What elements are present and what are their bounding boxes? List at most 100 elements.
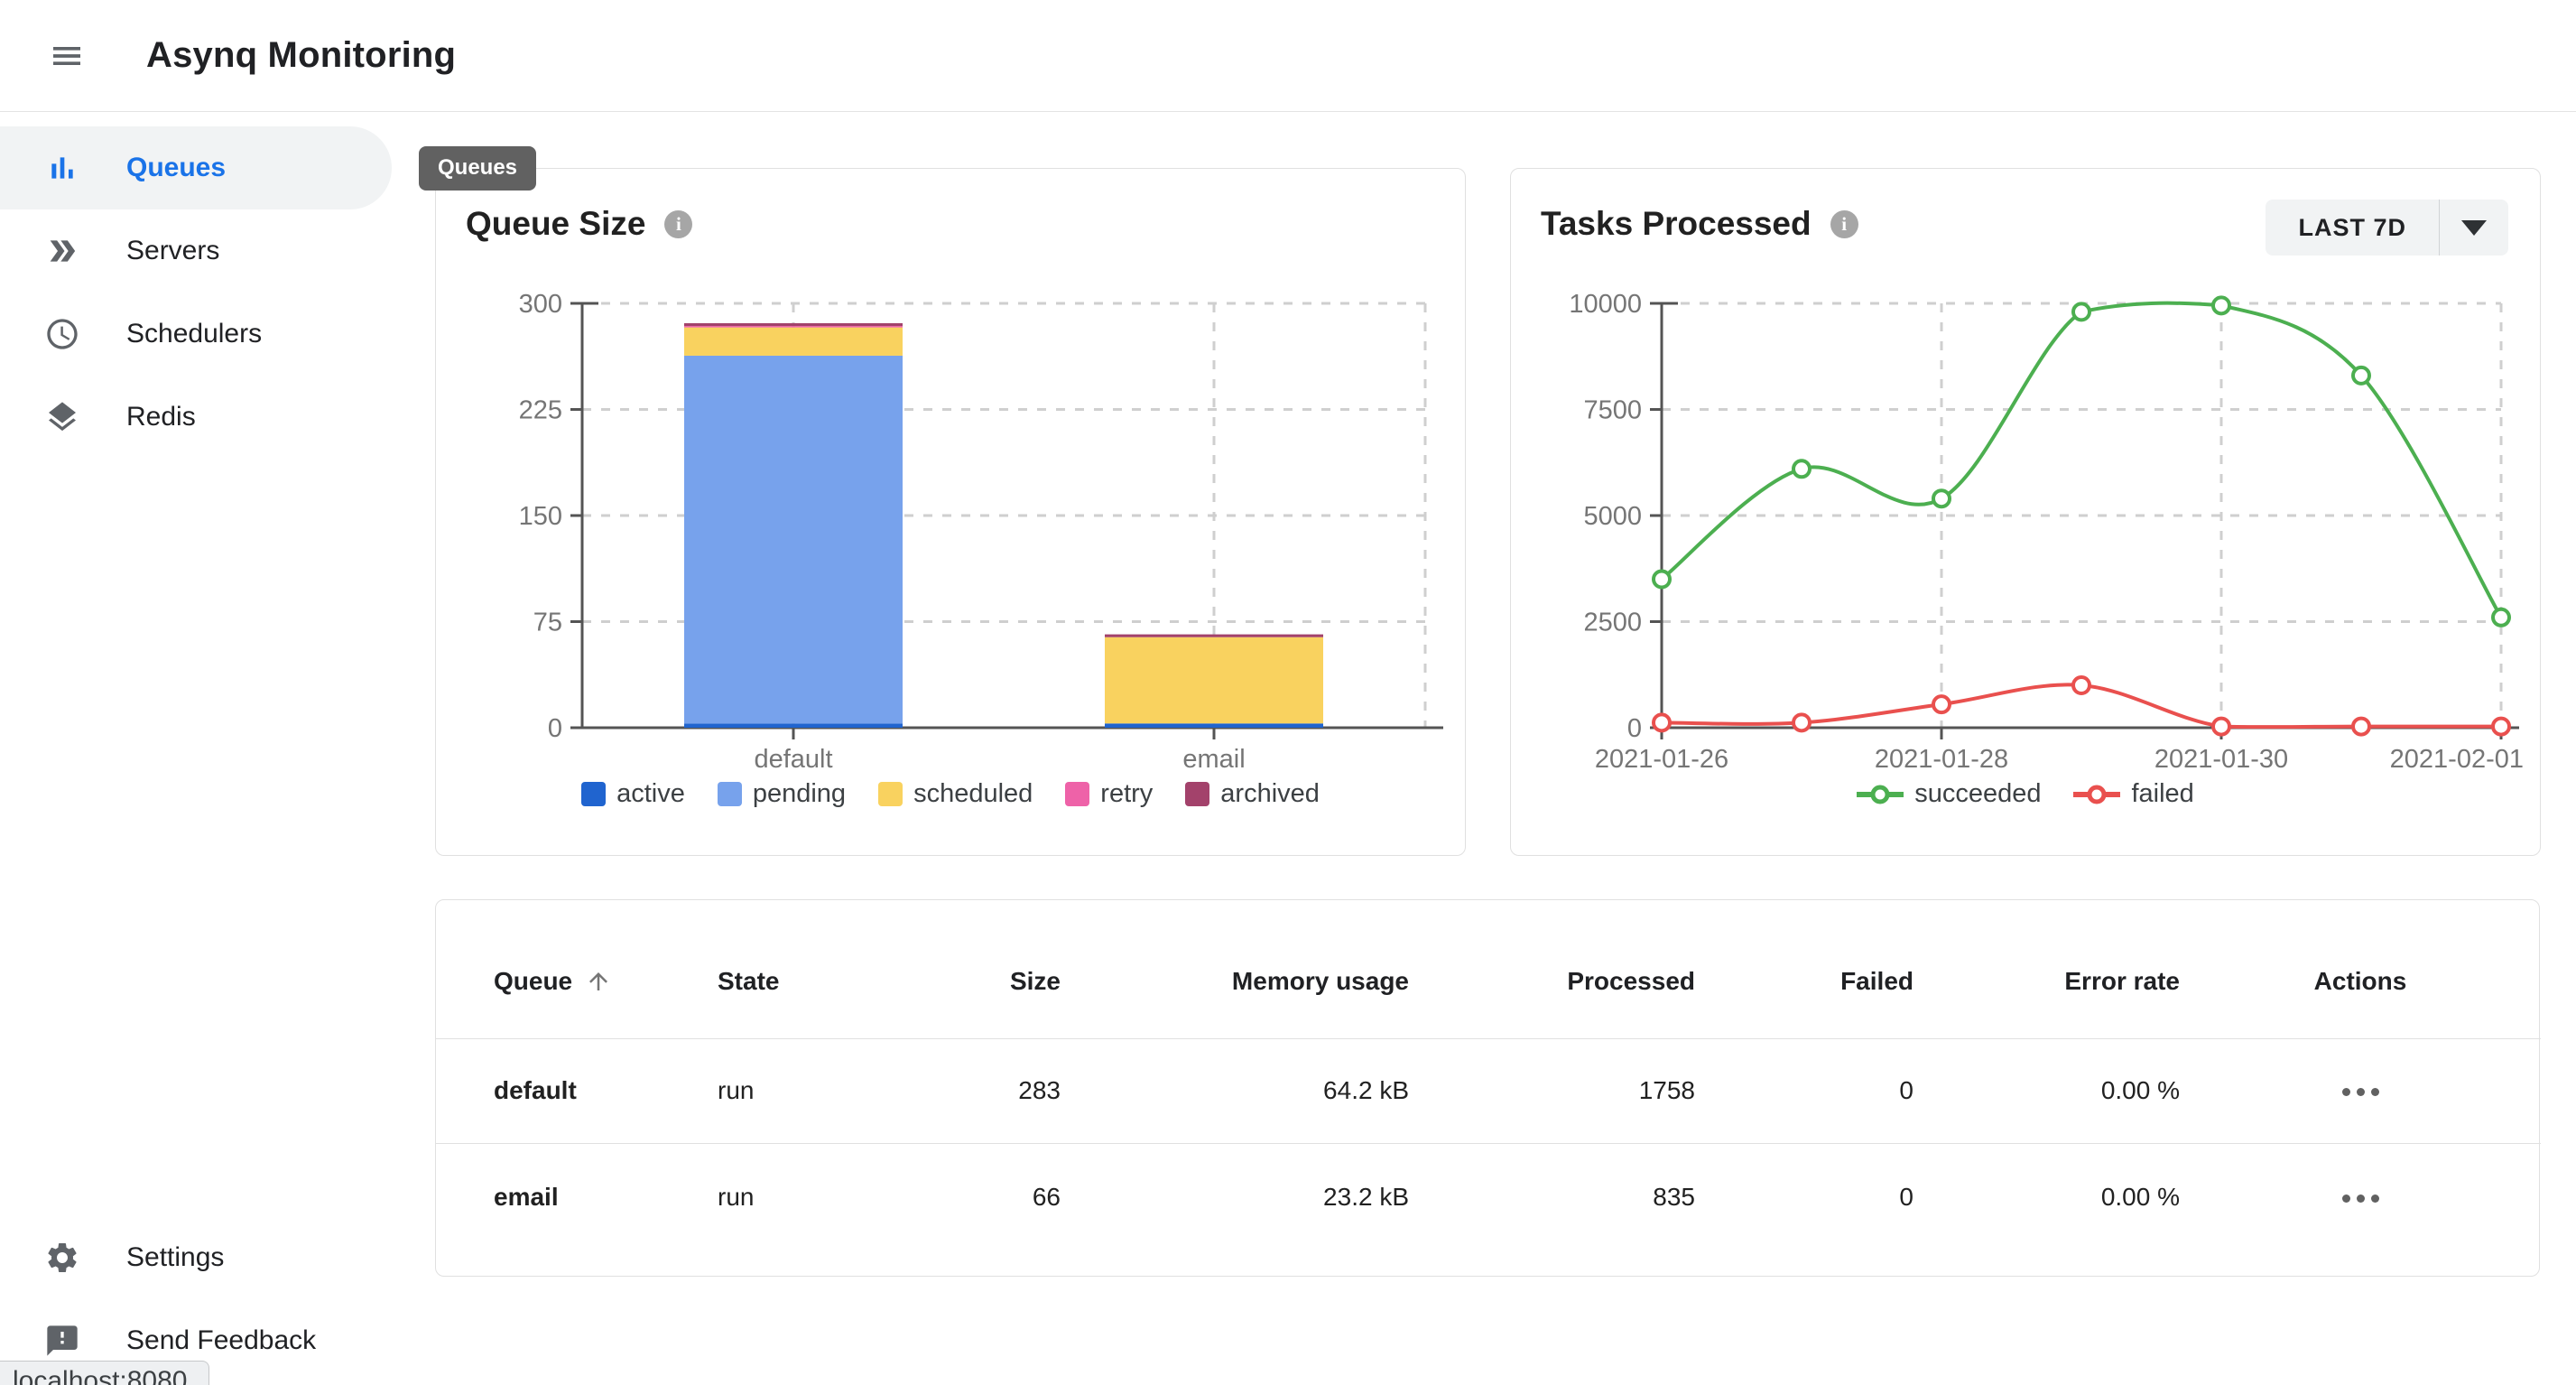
- svg-text:2021-01-30: 2021-01-30: [2154, 745, 2288, 774]
- svg-text:2021-01-26: 2021-01-26: [1595, 745, 1728, 774]
- legend-swatch: [717, 782, 742, 806]
- info-icon[interactable]: i: [664, 209, 693, 238]
- legend-label: retry: [1100, 779, 1154, 808]
- legend-label: active: [616, 779, 685, 808]
- hamburger-menu-icon[interactable]: [40, 29, 94, 83]
- column-header-size[interactable]: Size: [885, 900, 1061, 1039]
- column-header-state[interactable]: State: [660, 900, 885, 1039]
- svg-text:0: 0: [548, 714, 562, 743]
- queue-row-default: default run 283 64.2 kB 1758 0 0.00 %: [436, 1038, 2541, 1143]
- status-url: localhost:8080: [13, 1366, 188, 1385]
- svg-text:2021-01-28: 2021-01-28: [1875, 745, 2008, 774]
- queue-size-title-row: Queue Size i: [466, 205, 693, 243]
- failed-cell: 0: [1899, 1183, 1913, 1212]
- sidebar-item-label: Redis: [126, 402, 196, 432]
- sidebar-item-label: Send Feedback: [126, 1325, 317, 1355]
- column-header-processed[interactable]: Processed: [1409, 900, 1695, 1039]
- sidebar-item-servers[interactable]: Servers: [0, 209, 392, 293]
- tasks-legend: succeeded failed: [1511, 779, 2540, 809]
- processed-cell: 1758: [1638, 1076, 1695, 1104]
- legend-swatch: [1065, 782, 1090, 806]
- column-header-memory-usage[interactable]: Memory usage: [1061, 900, 1409, 1039]
- actions-cell: [2180, 1038, 2541, 1143]
- caret-down-icon[interactable]: [2440, 200, 2508, 256]
- sidebar-item-send-feedback[interactable]: Send Feedback: [0, 1299, 392, 1382]
- sidebar-item-redis[interactable]: Redis: [0, 376, 392, 459]
- range-selector-button[interactable]: LAST 7D: [2266, 200, 2508, 256]
- queue-size-legend: active pending scheduled retry archived: [436, 779, 1465, 809]
- legend-label: failed: [2131, 779, 2194, 808]
- actions-cell: [2180, 1143, 2541, 1251]
- state-cell: run: [718, 1076, 755, 1104]
- legend-swatch: [581, 782, 607, 806]
- layers-icon: [49, 402, 76, 432]
- svg-text:300: 300: [519, 290, 562, 319]
- info-icon[interactable]: i: [1830, 209, 1858, 238]
- legend-item-succeeded[interactable]: succeeded: [1857, 779, 2041, 809]
- sidebar-footer: Settings Send Feedback: [0, 1216, 392, 1382]
- legend-item-scheduled[interactable]: scheduled: [878, 779, 1033, 809]
- table-body: default run 283 64.2 kB 1758 0 0.00 % email run 6…: [436, 1038, 2541, 1251]
- legend-swatch: [1185, 782, 1210, 806]
- legend-label: pending: [752, 779, 847, 808]
- svg-text:225: 225: [519, 396, 562, 425]
- svg-text:75: 75: [533, 609, 562, 637]
- size-cell: 283: [1018, 1076, 1061, 1104]
- sidebar-item-label: Settings: [126, 1242, 225, 1272]
- legend-label: scheduled: [913, 779, 1033, 808]
- legend-item-active[interactable]: active: [581, 779, 685, 809]
- divider: [2439, 200, 2440, 256]
- tasks-processed-title: Tasks Processed: [1541, 205, 1812, 242]
- more-actions-icon[interactable]: [2330, 1075, 2392, 1109]
- legend-label: archived: [1220, 779, 1320, 808]
- sidebar-nav: Queues Servers Schedulers Redis: [0, 112, 392, 459]
- svg-text:0: 0: [1627, 714, 1642, 743]
- state-cell: run: [718, 1183, 755, 1212]
- queue-size-card: Queue Size i 0 75 150 225 300 default email ac…: [435, 168, 1466, 856]
- column-header-failed[interactable]: Failed: [1695, 900, 1913, 1039]
- queues-tooltip: Queues: [419, 146, 537, 191]
- memory-usage-cell: 23.2 kB: [1323, 1183, 1409, 1212]
- arrow-up-icon: [589, 972, 608, 991]
- sidebar-item-settings[interactable]: Settings: [0, 1216, 392, 1299]
- browser-status-bubble: localhost:8080: [0, 1361, 210, 1385]
- legend-item-archived[interactable]: archived: [1185, 779, 1320, 809]
- column-header-actions[interactable]: Actions: [2180, 900, 2541, 1039]
- bar-chart-icon: [51, 157, 73, 179]
- line-marker-icon: [1857, 785, 1904, 804]
- error-rate-cell: 0.00 %: [2100, 1076, 2180, 1104]
- table-header-row: Queue State Size Memory usage Processed Faile…: [436, 900, 2541, 1039]
- queue-row-email: email run 66 23.2 kB 835 0 0.00 %: [436, 1143, 2541, 1251]
- legend-item-failed[interactable]: failed: [2073, 779, 2194, 809]
- queue-size-chart: 0 75 150 225 300 default email: [519, 290, 1443, 774]
- sidebar: Queues Servers Schedulers Redis Settings Sen…: [0, 112, 392, 1385]
- sidebar-item-queues[interactable]: Queues: [0, 126, 392, 209]
- sidebar-item-schedulers[interactable]: Schedulers: [0, 293, 392, 376]
- more-actions-icon[interactable]: [2330, 1182, 2392, 1215]
- svg-text:default: default: [754, 745, 832, 774]
- gear-icon: [48, 1243, 77, 1272]
- queues-table-card: Queue State Size Memory usage Processed Faile…: [435, 899, 2541, 1277]
- line-marker-icon: [2073, 785, 2121, 804]
- range-selector-label: LAST 7D: [2298, 213, 2406, 241]
- svg-text:5000: 5000: [1583, 502, 1642, 531]
- queue-name-cell: default: [494, 1076, 577, 1104]
- svg-text:2500: 2500: [1583, 609, 1642, 637]
- clock-icon: [47, 319, 78, 349]
- tasks-title-row: Tasks Processed i: [1541, 205, 1858, 243]
- queues-table: Queue State Size Memory usage Processed Faile…: [436, 900, 2541, 1251]
- legend-item-pending[interactable]: pending: [717, 779, 847, 809]
- legend-item-retry[interactable]: retry: [1065, 779, 1153, 809]
- tasks-processed-card: Tasks Processed i LAST 7D 0 2500 5000 7500 1…: [1510, 168, 2541, 856]
- queue-name-cell: email: [494, 1183, 559, 1212]
- legend-label: succeeded: [1914, 779, 2042, 808]
- svg-text:150: 150: [519, 502, 562, 531]
- column-header-queue[interactable]: Queue: [436, 900, 660, 1039]
- svg-text:10000: 10000: [1569, 290, 1642, 319]
- sidebar-item-label: Queues: [126, 153, 227, 182]
- column-header-error-rate[interactable]: Error rate: [1913, 900, 2180, 1039]
- app-title: Asynq Monitoring: [146, 35, 457, 75]
- size-cell: 66: [1032, 1183, 1061, 1212]
- processed-cell: 835: [1653, 1183, 1695, 1212]
- tasks-processed-chart: 0 2500 5000 7500 10000 2021-01-26 2021-01-28 20…: [1569, 290, 2524, 774]
